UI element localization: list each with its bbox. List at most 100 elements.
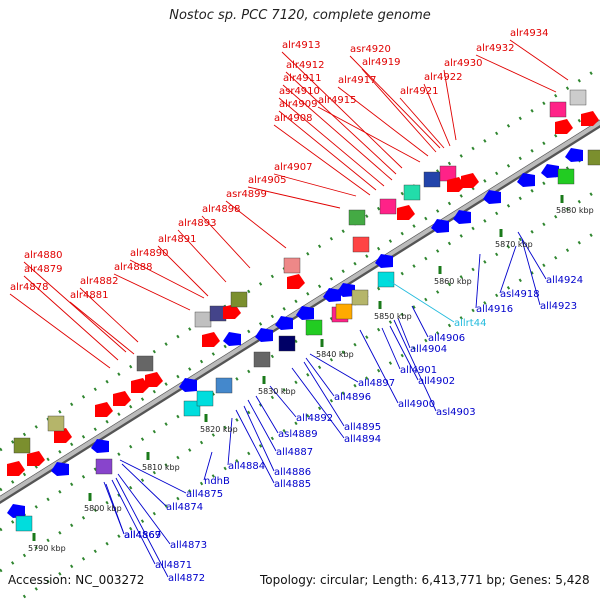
minus-leader-line <box>305 357 335 397</box>
plus-gene-label: asr4920 <box>350 44 391 55</box>
gene-arrow-reverse <box>541 164 559 178</box>
plus-leader-line <box>475 54 557 93</box>
scale-label: 5820 kbp <box>200 425 238 434</box>
minus-leader-line <box>117 473 171 545</box>
plus-leader-line <box>281 51 403 169</box>
gene-box <box>587 149 600 166</box>
plus-leader-line <box>225 200 287 249</box>
gene-arrow-forward <box>54 428 72 443</box>
minus-gene-label: all4904 <box>410 344 447 355</box>
gene-box <box>335 303 353 320</box>
minus-gene-label: all4901 <box>400 365 437 376</box>
gene-arrow-reverse <box>453 210 471 224</box>
plus-gene-label: alr4912 <box>286 60 324 71</box>
map-title: Nostoc sp. PCC 7120, complete genome <box>169 8 431 23</box>
gene-arrow-reverse <box>431 219 449 233</box>
scale-label: 5870 kbp <box>495 240 533 249</box>
plus-gene-label: alr4879 <box>24 264 62 275</box>
minus-leader-line <box>393 319 437 412</box>
gene-box <box>196 390 214 407</box>
scale-label: 5800 kbp <box>84 504 122 513</box>
topology-summary: Topology: circular; Length: 6,413,771 bp… <box>260 573 590 587</box>
gene-box <box>194 311 212 328</box>
gene-arrow-reverse <box>375 254 393 268</box>
minus-leader-line <box>291 367 345 439</box>
plus-leader-line <box>23 261 127 353</box>
minus-leader-line <box>309 353 359 383</box>
gene-arrow-reverse <box>483 190 501 204</box>
plus-gene-label: alr4908 <box>274 113 312 124</box>
plus-gene-label: alr4915 <box>318 95 356 106</box>
gene-arrow-forward <box>113 391 131 406</box>
plus-leader-line <box>361 68 437 153</box>
scale-label: 5830 kbp <box>258 387 296 396</box>
minus-gene-label: asl4903 <box>436 407 476 418</box>
plus-gene-label: alr4888 <box>114 262 152 273</box>
gene-box <box>183 400 201 417</box>
scale-label: 5860 kbp <box>434 277 472 286</box>
plus-leader-line <box>278 97 385 187</box>
plus-leader-line <box>69 301 135 355</box>
plus-leader-line <box>79 287 139 343</box>
plus-gene-label: alr4882 <box>80 276 118 287</box>
plus-gene-label: alr4934 <box>510 28 548 39</box>
gene-box <box>423 171 441 188</box>
plus-gene-label: alr4930 <box>444 58 482 69</box>
gene-box <box>95 458 113 475</box>
gene-box <box>348 209 366 226</box>
plus-gene-label: alr4911 <box>283 73 321 84</box>
gene-arrow-forward <box>581 111 599 126</box>
plus-gene-label: alr4909 <box>279 99 317 110</box>
plus-leader-line <box>273 124 371 196</box>
gene-arrow-reverse <box>91 439 109 453</box>
gene-box <box>136 355 154 372</box>
gene-arrow-reverse <box>565 148 583 162</box>
minus-leader-line <box>119 459 187 494</box>
gene-arrow-forward <box>202 332 220 347</box>
gene-arrow-reverse <box>517 173 535 187</box>
minus-leader-line <box>247 399 277 452</box>
plus-leader-line <box>282 84 393 181</box>
scale-label: 5880 kbp <box>556 206 594 215</box>
plus-gene-label: asr4899 <box>226 189 267 200</box>
gene-box <box>569 89 587 106</box>
gene-arrow-forward <box>95 402 113 417</box>
gene-box <box>215 377 233 394</box>
gene-box <box>352 236 370 253</box>
minus-leader-line <box>499 245 517 294</box>
minus-gene-label: all4906 <box>428 333 465 344</box>
minus-leader-line <box>111 479 156 565</box>
minus-gene-label: all4869 <box>124 530 161 541</box>
gene-arrow-forward <box>287 274 305 289</box>
plus-leader-line <box>337 86 429 157</box>
minus-gene-label: all4875 <box>186 489 223 500</box>
rna-leader-line <box>387 279 455 323</box>
plus-leader-line <box>247 186 341 209</box>
plus-gene-label: alr4913 <box>282 40 320 51</box>
minus-leader-line <box>269 385 297 418</box>
accession-text: Accession: NC_003272 <box>8 573 145 587</box>
gene-arrow-forward <box>447 177 465 192</box>
minus-gene-label: ndhB <box>204 476 230 487</box>
plus-leader-line <box>509 39 569 81</box>
plus-gene-label: alr4905 <box>248 175 286 186</box>
scale-label: 5840 kbp <box>316 350 354 359</box>
gene-box <box>13 437 31 454</box>
gene-arrow-reverse <box>179 378 197 392</box>
gene-arrow-forward <box>145 372 163 387</box>
gene-box <box>305 319 323 336</box>
plus-leader-line <box>285 71 397 175</box>
minus-leader-line <box>255 395 279 434</box>
gene-arrow-forward <box>397 205 415 220</box>
gene-arrow-reverse <box>223 332 241 346</box>
minus-gene-label: all4895 <box>344 422 381 433</box>
gene-arrow-reverse <box>275 316 293 330</box>
gene-arrow-forward <box>461 173 479 188</box>
minus-gene-label: all4867 <box>124 530 161 541</box>
gene-arrow-reverse <box>51 462 69 476</box>
plus-gene-label: alr4921 <box>400 86 438 97</box>
minus-gene-label: all4884 <box>228 461 265 472</box>
minus-leader-line <box>115 477 169 578</box>
minus-leader-line <box>521 239 541 306</box>
